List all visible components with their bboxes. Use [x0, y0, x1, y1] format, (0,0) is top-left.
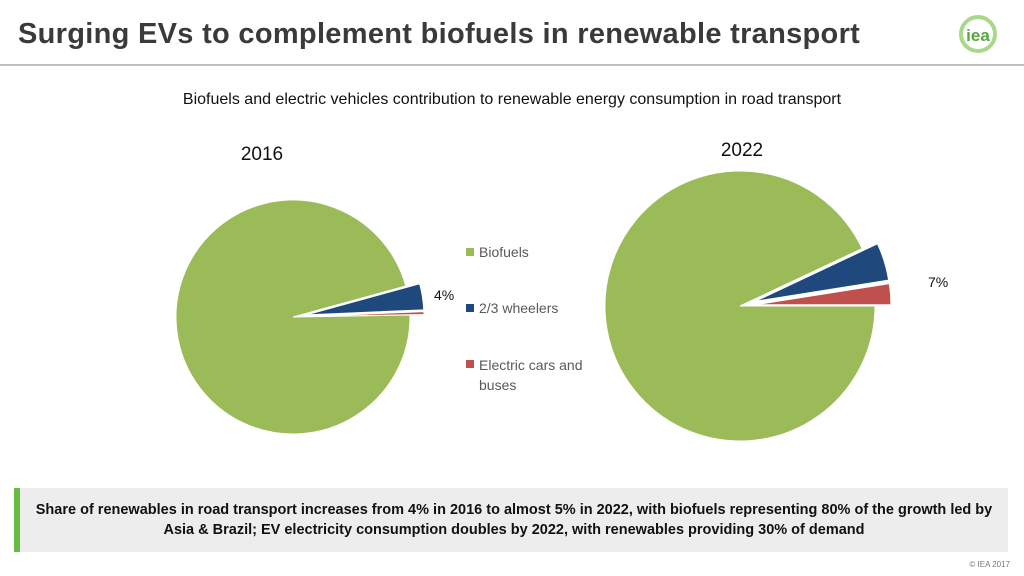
- pie-title-2016: 2016: [241, 144, 283, 165]
- legend-label-biofuels: Biofuels: [479, 244, 529, 260]
- key-message-box: Share of renewables in road transport in…: [14, 488, 1008, 552]
- pie-title-2022: 2022: [721, 140, 763, 161]
- pie-2016-slice-biofuels: [175, 199, 411, 435]
- pie-charts: 2016 2022 4% 7% Biofuels 2/3 wheelers El…: [175, 140, 948, 442]
- legend-swatch-wheelers: [466, 304, 474, 312]
- legend-label-wheelers: 2/3 wheelers: [479, 300, 558, 316]
- copyright: © IEA 2017: [969, 560, 1010, 569]
- legend-label-cars: Electric cars and buses: [479, 357, 582, 393]
- legend: Biofuels 2/3 wheelers Electric cars and b…: [466, 244, 582, 393]
- annotation-2016: 4%: [434, 287, 454, 303]
- legend-swatch-cars: [466, 360, 474, 368]
- pie-2016-slice-wheelers: [306, 283, 425, 316]
- pie-2022-slice-cars: [755, 283, 892, 306]
- key-message: Share of renewables in road transport in…: [35, 502, 993, 538]
- iea-logo: iea: [959, 15, 997, 53]
- pie-2016-slice-cars: [306, 311, 425, 318]
- chart-subtitle: Biofuels and electric vehicles contribut…: [182, 91, 842, 108]
- legend-swatch-biofuels: [466, 248, 474, 256]
- pie-2022-slice-biofuels: [604, 170, 876, 442]
- title-divider: [0, 64, 1024, 66]
- annotation-2022: 7%: [928, 274, 948, 290]
- page-title: Surging EVs to complement biofuels in re…: [18, 18, 861, 50]
- pie-2022-slice-wheelers: [755, 243, 890, 302]
- svg-text:iea: iea: [966, 26, 990, 45]
